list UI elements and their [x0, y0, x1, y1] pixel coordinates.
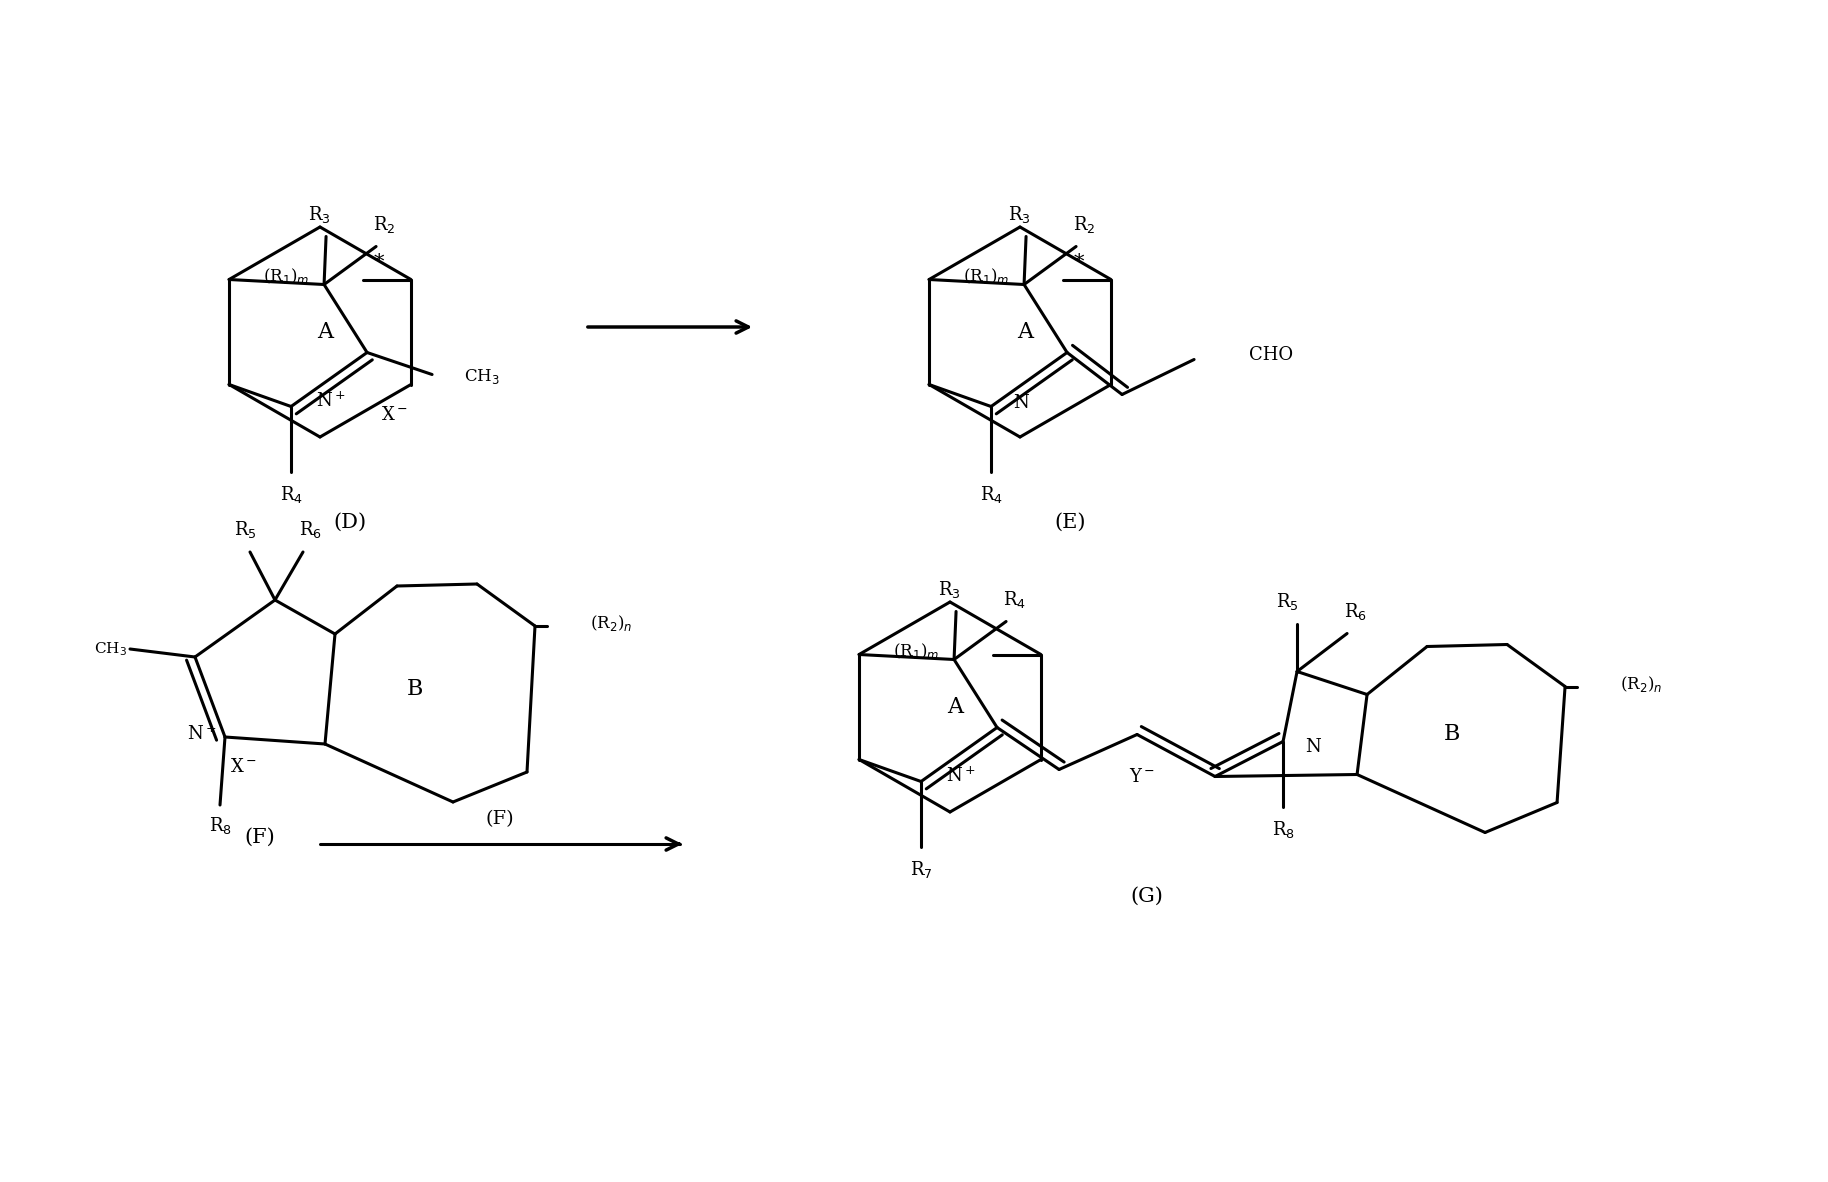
Text: (D): (D): [333, 513, 367, 532]
Text: (R$_2$)$_n$: (R$_2$)$_n$: [590, 613, 632, 634]
Text: CHO: CHO: [1249, 345, 1292, 364]
Text: R$_3$: R$_3$: [938, 579, 960, 600]
Text: A: A: [947, 696, 963, 717]
Text: X$^-$: X$^-$: [230, 758, 256, 777]
Text: R$_2$: R$_2$: [373, 214, 395, 235]
Text: B: B: [1444, 723, 1461, 746]
Text: *: *: [1073, 253, 1084, 272]
Text: Y$^-$: Y$^-$: [1130, 767, 1155, 786]
Text: R$_6$: R$_6$: [298, 520, 322, 540]
Text: CH$_3$: CH$_3$: [93, 641, 126, 658]
Text: N$^+$: N$^+$: [947, 767, 976, 786]
Text: X$^-$: X$^-$: [380, 405, 408, 423]
Text: R$_8$: R$_8$: [208, 814, 232, 836]
Text: (F): (F): [486, 810, 514, 829]
Text: R$_5$: R$_5$: [234, 520, 256, 540]
Text: (G): (G): [1132, 886, 1163, 905]
Text: N: N: [1305, 738, 1322, 755]
Text: N: N: [1013, 395, 1029, 413]
Text: R$_2$: R$_2$: [1073, 214, 1095, 235]
Text: (R$_1$)$_m$: (R$_1$)$_m$: [963, 266, 1009, 286]
Text: R$_4$: R$_4$: [280, 483, 303, 505]
Text: A: A: [316, 322, 333, 343]
Text: N$^+$: N$^+$: [316, 392, 345, 411]
Text: R$_4$: R$_4$: [980, 483, 1002, 505]
Text: N$^+$: N$^+$: [188, 725, 218, 743]
Text: (E): (E): [1055, 513, 1086, 532]
Text: *: *: [373, 253, 384, 272]
Text: (R$_2$)$_n$: (R$_2$)$_n$: [1620, 674, 1662, 694]
Text: (R$_1$)$_m$: (R$_1$)$_m$: [263, 266, 309, 286]
Text: (F): (F): [245, 827, 276, 846]
Text: CH$_3$: CH$_3$: [464, 366, 499, 387]
Text: (R$_1$)$_m$: (R$_1$)$_m$: [892, 642, 940, 662]
Text: B: B: [408, 678, 424, 700]
Text: R$_3$: R$_3$: [307, 204, 331, 225]
Text: R$_4$: R$_4$: [1002, 589, 1026, 610]
Text: R$_8$: R$_8$: [1272, 819, 1294, 840]
Text: R$_7$: R$_7$: [910, 859, 932, 881]
Text: R$_3$: R$_3$: [1007, 204, 1031, 225]
Text: R$_6$: R$_6$: [1344, 600, 1367, 622]
Text: A: A: [1016, 322, 1033, 343]
Text: R$_5$: R$_5$: [1276, 591, 1298, 612]
